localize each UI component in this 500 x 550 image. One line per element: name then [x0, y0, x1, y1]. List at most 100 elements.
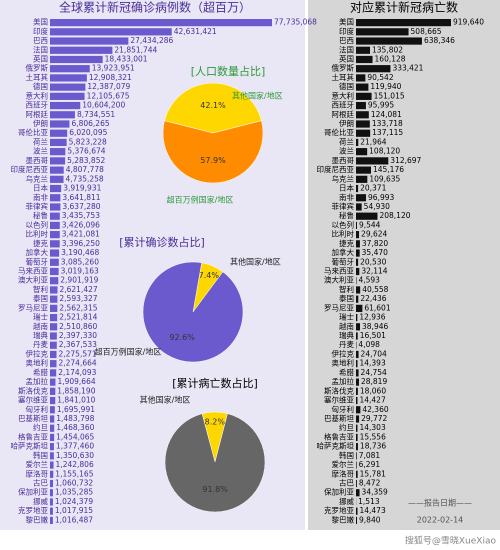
country-label: 波兰 — [339, 146, 354, 156]
country-label: 俄罗斯 — [332, 63, 355, 73]
country-label: 美国 — [33, 17, 48, 27]
bar — [356, 443, 358, 451]
bar — [356, 138, 359, 147]
bar — [356, 55, 373, 64]
value-label: 333,421 — [392, 64, 423, 73]
value-label: 6,806,265 — [71, 119, 109, 128]
value-label: 1,350,630 — [56, 451, 94, 460]
bar — [50, 341, 57, 349]
bar — [356, 369, 359, 377]
value-label: 135,802 — [372, 45, 403, 54]
value-label: 2,593,327 — [59, 294, 97, 303]
country-label: 爱尔兰 — [26, 459, 49, 469]
country-label: 挪威 — [33, 496, 48, 506]
country-label: 摩洛哥 — [332, 468, 355, 478]
pie-slice — [164, 413, 266, 513]
value-label: 160,128 — [375, 54, 406, 63]
value-label: 29,624 — [361, 230, 387, 239]
value-label: 9,840 — [359, 515, 381, 524]
country-label: 日本 — [33, 183, 48, 193]
bar — [50, 286, 58, 294]
footer-bg — [0, 530, 500, 550]
value-label: 12,936 — [359, 313, 385, 322]
bar — [356, 304, 363, 312]
value-label: 919,640 — [453, 18, 484, 27]
country-label: 马来西亚 — [18, 267, 48, 276]
value-label: 3,637,280 — [62, 202, 100, 211]
value-label: 21,851,744 — [114, 45, 157, 54]
country-label: 墨西哥 — [26, 156, 49, 165]
bar — [50, 433, 55, 442]
country-label: 以色列 — [26, 219, 49, 229]
bar — [50, 360, 57, 368]
country-label: 以色列 — [332, 219, 355, 229]
country-label: 塞尔维亚 — [324, 395, 354, 405]
value-label: 5,376,674 — [67, 147, 105, 156]
bar — [356, 479, 357, 488]
country-label: 斯洛伐克 — [324, 385, 354, 395]
value-label: 27,434,286 — [130, 36, 173, 45]
country-label: 法国 — [339, 44, 354, 54]
value-label: 3,421,081 — [62, 230, 100, 239]
country-label: 阿根廷 — [332, 109, 355, 119]
value-label: 1,858,190 — [57, 386, 95, 395]
bar — [50, 231, 60, 239]
country-label: 南非 — [33, 192, 48, 202]
pie-slice — [142, 261, 244, 363]
value-label: 2,621,427 — [59, 285, 97, 294]
bar — [356, 258, 359, 266]
country-label: 伊朗 — [33, 118, 48, 128]
cases-title: 全球累计新冠确诊病例数（超百万） — [59, 0, 251, 15]
report-date: 2022-02-14 — [417, 516, 464, 525]
country-label: 挪威 — [339, 496, 354, 506]
country-label: 巴西 — [33, 36, 48, 45]
value-label: 1,483,798 — [56, 414, 94, 423]
bar — [356, 111, 369, 119]
bar — [50, 83, 86, 91]
bar — [50, 461, 54, 469]
country-label: 南非 — [339, 192, 354, 202]
bar — [50, 369, 57, 377]
value-label: 95,995 — [368, 101, 394, 110]
pie-percent: 91.8% — [202, 485, 228, 494]
country-label: 法国 — [33, 44, 48, 54]
value-label: 1,024,379 — [55, 497, 93, 506]
bar — [356, 415, 360, 423]
value-label: 8,734,551 — [77, 110, 115, 119]
deaths-title: 对应累计新冠病亡数 — [350, 0, 458, 15]
country-label: 英国 — [339, 53, 354, 63]
value-label: 3,641,811 — [62, 193, 100, 202]
country-label: 波兰 — [33, 146, 48, 156]
country-label: 葡萄牙 — [26, 256, 49, 266]
pie-category: 其他国家/地区 — [232, 91, 283, 101]
country-label: 墨西哥 — [332, 156, 355, 165]
value-label: 312,697 — [390, 156, 421, 165]
country-label: 奥地利 — [26, 358, 49, 368]
value-label: 61,601 — [364, 303, 390, 312]
country-label: 匈牙利 — [332, 404, 355, 414]
bar — [50, 479, 54, 488]
country-label: 意大利 — [332, 90, 355, 100]
value-label: 12,105,675 — [87, 91, 130, 100]
country-label: 土耳其 — [26, 72, 49, 82]
value-label: 1,377,460 — [56, 442, 94, 451]
bar — [50, 111, 75, 119]
bar — [356, 433, 358, 442]
value-label: 9,544 — [359, 220, 381, 229]
country-label: 罗马尼亚 — [324, 303, 354, 312]
value-label: 90,542 — [367, 73, 393, 82]
country-label: 乌克兰 — [26, 173, 49, 183]
bar — [356, 332, 358, 340]
value-label: 508,665 — [411, 27, 442, 36]
country-label: 孟加拉 — [332, 376, 355, 386]
bar — [356, 452, 357, 460]
country-label: 菲律宾 — [332, 201, 355, 211]
value-label: 108,120 — [369, 147, 400, 156]
country-label: 伊拉克 — [332, 348, 355, 358]
value-label: 77,735,068 — [274, 18, 317, 27]
bar — [50, 74, 87, 82]
value-label: 133,718 — [372, 119, 403, 128]
country-label: 西班牙 — [26, 100, 49, 110]
bar — [50, 175, 64, 183]
country-label: 克罗地亚 — [18, 505, 48, 515]
